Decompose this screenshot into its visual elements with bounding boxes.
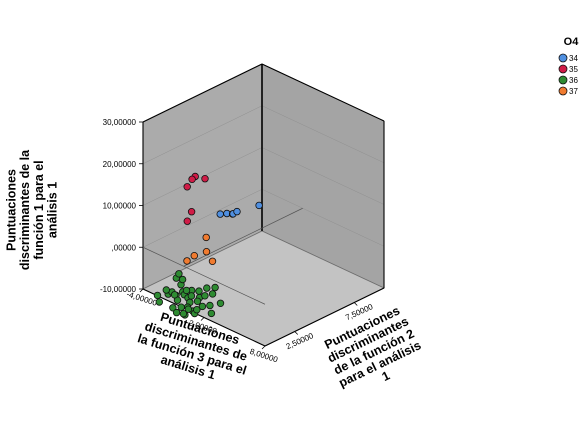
data-point xyxy=(175,270,183,278)
z-axis-title: Puntuacionesdiscriminantes de lafunción … xyxy=(5,149,60,270)
series-36 xyxy=(153,270,225,319)
legend-swatch xyxy=(558,64,568,74)
data-point xyxy=(193,297,202,305)
legend-swatch xyxy=(558,86,568,96)
y-tick-mark xyxy=(294,331,299,335)
data-point xyxy=(208,290,217,298)
data-point xyxy=(216,299,225,307)
data-point xyxy=(208,257,217,265)
data-point xyxy=(184,305,192,313)
origin-line xyxy=(183,207,303,267)
plot-box xyxy=(142,63,385,347)
data-point xyxy=(203,284,211,292)
data-point xyxy=(201,292,209,300)
axis-titles: Puntuacionesdiscriminantes de lafunción … xyxy=(5,149,429,402)
z-tick-label: ,00000 xyxy=(112,243,137,252)
z-tick-label: 30,00000 xyxy=(103,118,137,127)
x-tick-label: 8,00000 xyxy=(249,347,280,365)
series-34 xyxy=(216,201,263,218)
data-point xyxy=(195,287,203,295)
legend-item-35: 35 xyxy=(558,64,578,74)
data-point xyxy=(183,217,191,225)
data-point xyxy=(193,306,201,314)
legend: O4 34 35 36 37 xyxy=(558,36,580,96)
legend-item-34: 34 xyxy=(558,53,578,63)
x-tick-mark xyxy=(261,345,266,350)
data-point xyxy=(207,309,216,318)
data-point xyxy=(202,247,211,256)
data-point xyxy=(187,207,196,216)
data-point xyxy=(177,303,185,311)
data-point xyxy=(179,310,188,318)
data-point xyxy=(169,304,177,312)
data-point xyxy=(183,257,191,265)
legend-item-37: 37 xyxy=(558,86,578,96)
legend-item-36: 36 xyxy=(558,75,578,85)
y-axis-title: Puntuacionesdiscriminantesde la función … xyxy=(319,302,429,402)
data-point xyxy=(182,286,191,295)
right-bottom-edge xyxy=(264,287,385,347)
legend-title: O4 xyxy=(564,36,580,48)
data-point xyxy=(155,298,163,306)
back-top-edge xyxy=(261,63,385,122)
x-tick-mark xyxy=(200,317,205,321)
z-tick-label: -10,00000 xyxy=(100,285,137,294)
data-point xyxy=(183,183,191,191)
legend-swatch xyxy=(558,53,568,63)
data-point xyxy=(216,210,224,218)
legend-label: 36 xyxy=(569,76,578,85)
data-point xyxy=(233,207,241,216)
data-point xyxy=(202,233,210,242)
y-tick-mark xyxy=(353,302,358,306)
data-point xyxy=(170,291,179,299)
x-tick-mark xyxy=(139,288,144,293)
legend-label: 34 xyxy=(569,54,578,63)
data-point xyxy=(198,302,207,311)
series-37 xyxy=(183,233,217,265)
data-point xyxy=(190,251,198,260)
data-point xyxy=(187,292,196,300)
data-point xyxy=(255,201,263,210)
data-point xyxy=(188,175,196,183)
series-35 xyxy=(183,172,209,225)
left-top-edge xyxy=(142,63,263,123)
data-point xyxy=(206,301,214,310)
legend-label: 35 xyxy=(569,65,578,74)
z-tick-label: 10,00000 xyxy=(103,202,137,211)
data-points xyxy=(153,172,263,319)
data-point xyxy=(153,291,162,300)
legend-label: 37 xyxy=(569,87,578,96)
data-point xyxy=(211,283,219,292)
origin-line xyxy=(142,246,266,305)
legend-swatch xyxy=(558,75,568,85)
data-point xyxy=(201,174,209,183)
z-tick-label: 20,00000 xyxy=(103,160,137,169)
data-point xyxy=(162,286,170,294)
